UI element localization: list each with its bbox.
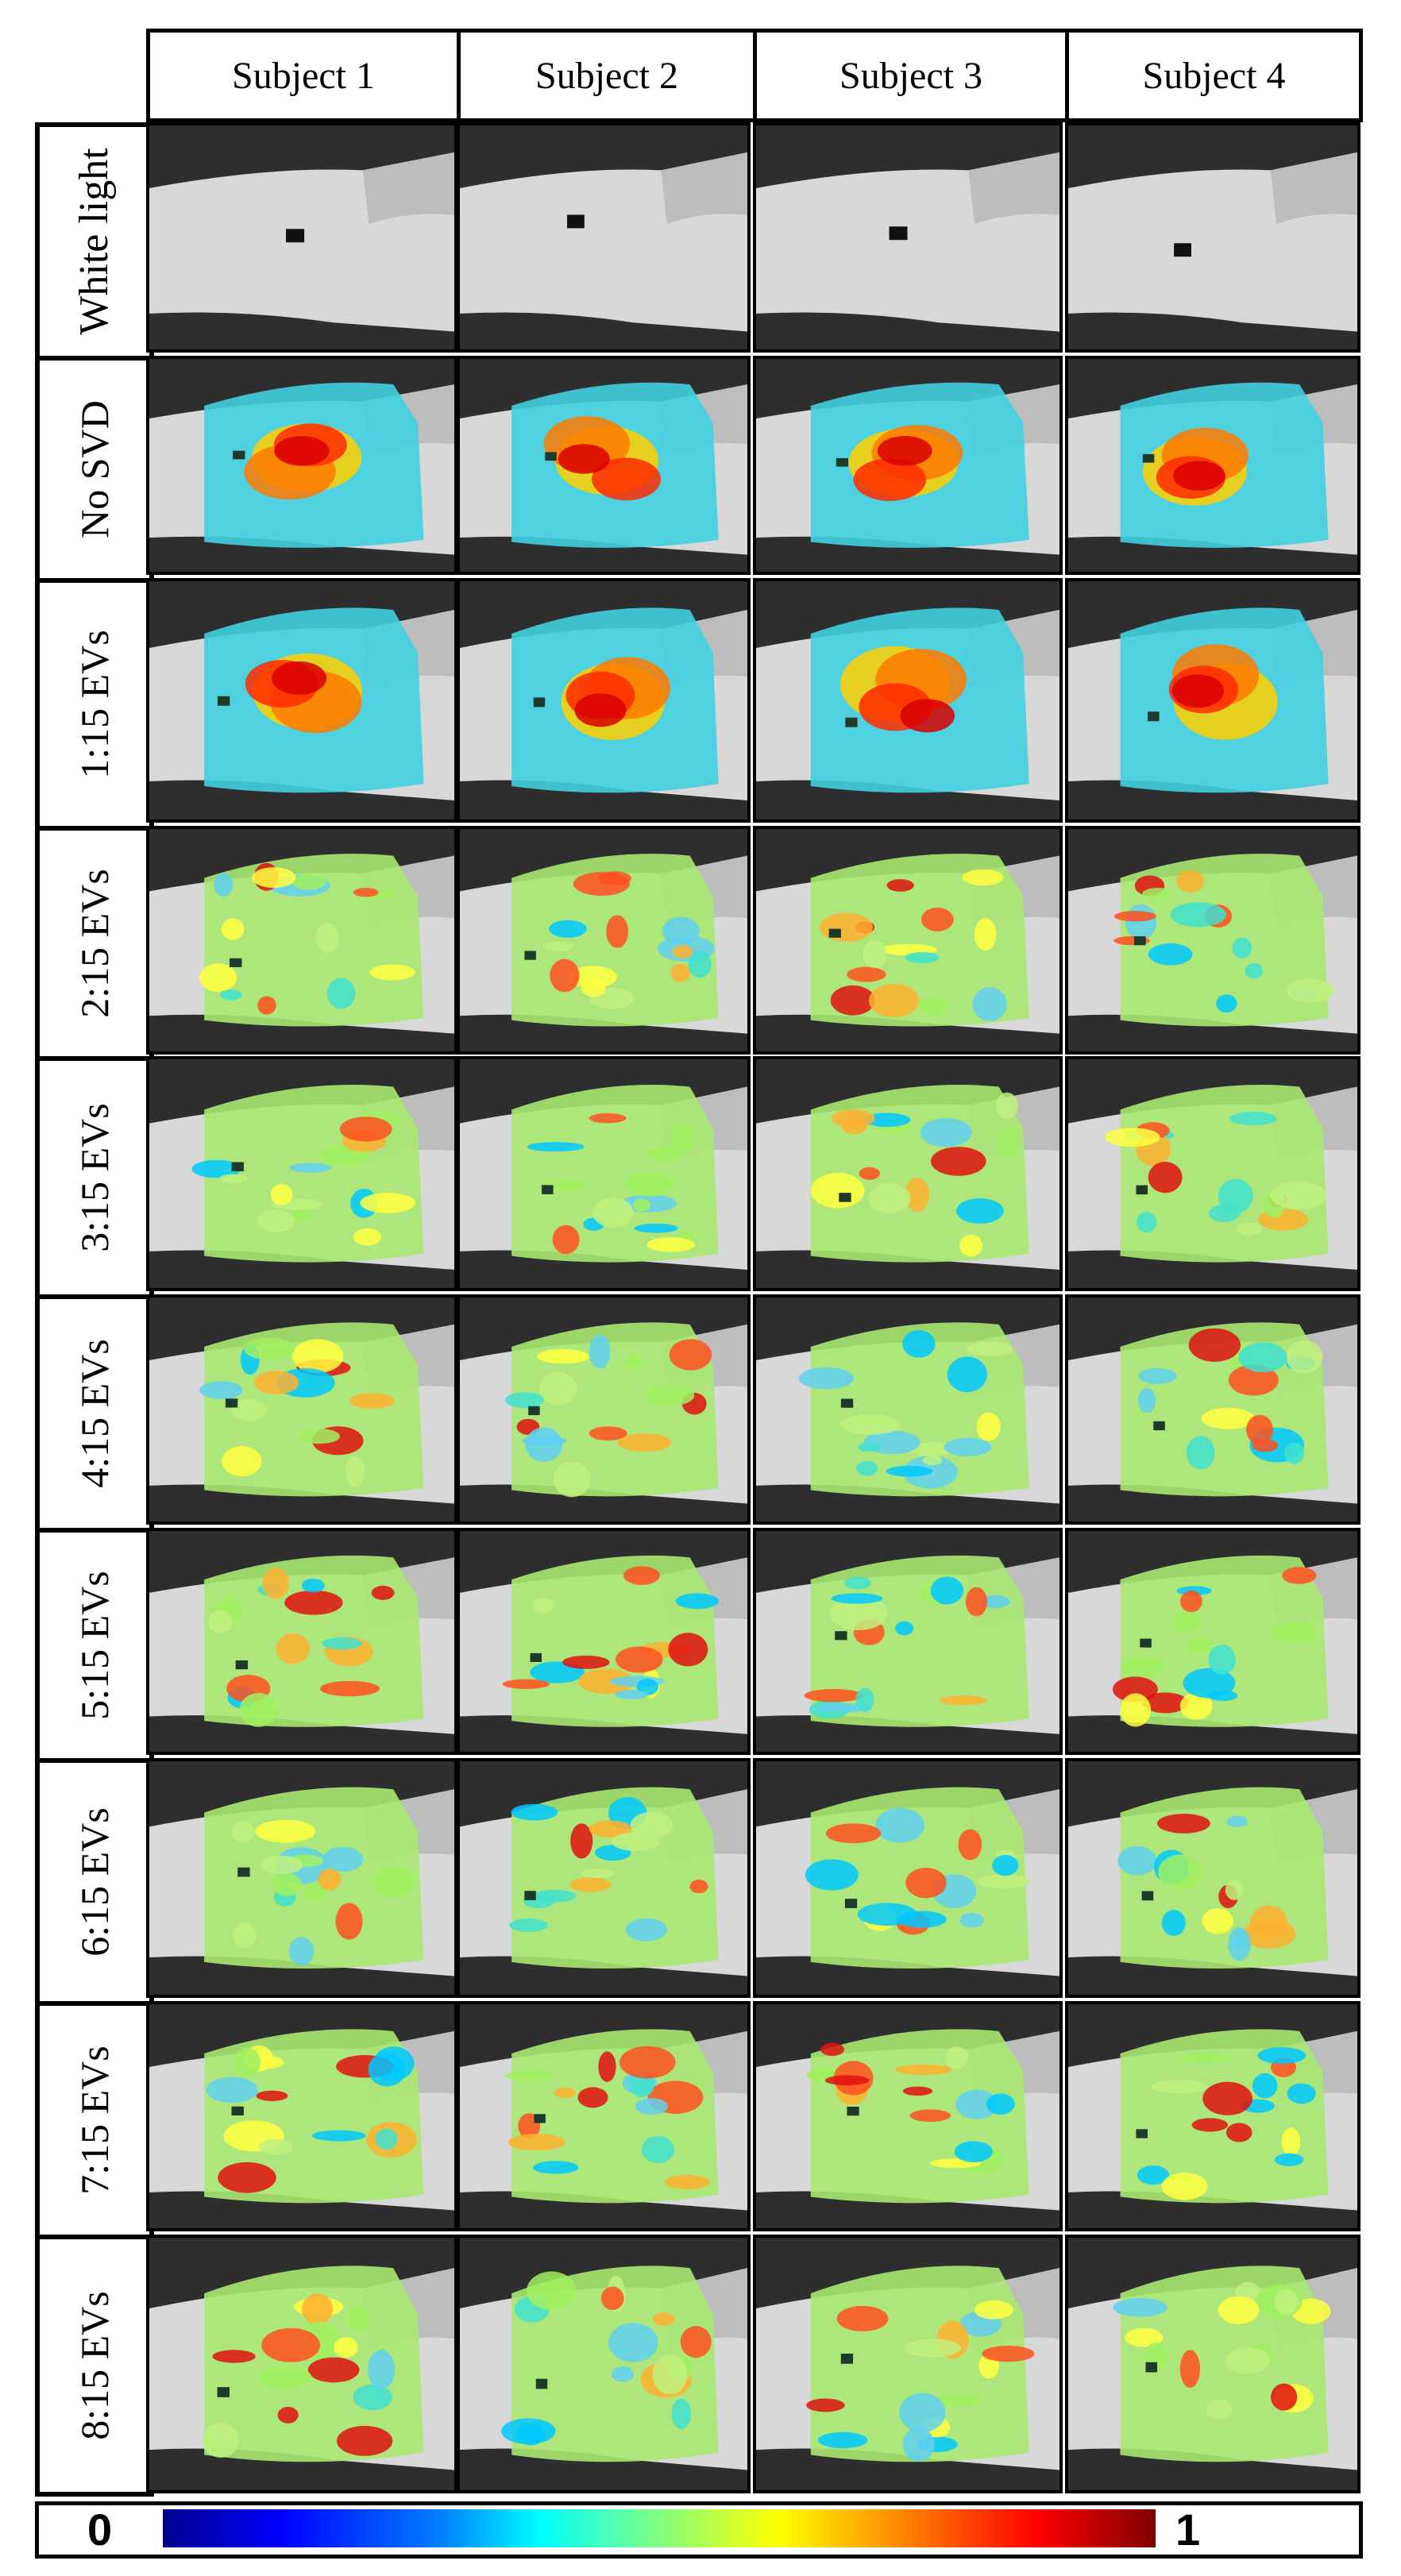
image-tile-r9-c2 [457, 2001, 751, 2231]
row-label-2-15-evs: 2:15 EVs [35, 826, 154, 1061]
image-tile-r1-c3 [753, 122, 1063, 353]
row-label-7-15-evs: 7:15 EVs [35, 2001, 154, 2239]
image-tile-r2-c2 [457, 356, 751, 575]
image-tile-r3-c1 [146, 578, 457, 823]
image-tile-r1-c2 [457, 122, 751, 353]
image-tile-r10-c1 [146, 2235, 457, 2493]
image-tile-r4-c1 [146, 826, 457, 1055]
image-tile-r8-c4 [1065, 1758, 1360, 1998]
image-tile-r3-c3 [753, 578, 1063, 823]
image-tile-r5-c1 [146, 1056, 457, 1291]
image-tile-r6-c4 [1065, 1294, 1360, 1525]
image-tile-r1-c1 [146, 122, 457, 353]
image-tile-r7-c1 [146, 1528, 457, 1755]
image-tile-r10-c3 [753, 2235, 1063, 2493]
row-label-3-15-evs: 3:15 EVs [35, 1056, 154, 1299]
image-tile-r7-c4 [1065, 1528, 1360, 1755]
image-tile-r3-c2 [457, 578, 751, 823]
image-tile-r1-c4 [1065, 122, 1360, 353]
image-tile-r8-c1 [146, 1758, 457, 1998]
row-label-1-15-evs: 1:15 EVs [35, 578, 154, 831]
image-tile-r4-c2 [457, 826, 751, 1055]
image-tile-r4-c4 [1065, 826, 1360, 1055]
image-tile-r6-c1 [146, 1294, 457, 1525]
image-tile-r6-c2 [457, 1294, 751, 1525]
image-tile-r7-c2 [457, 1528, 751, 1755]
row-label-white-light: White light [35, 122, 154, 361]
image-tile-r3-c4 [1065, 578, 1360, 823]
image-tile-r9-c1 [146, 2001, 457, 2231]
column-header-subject-2: Subject 2 [457, 29, 757, 122]
column-header-subject-1: Subject 1 [146, 29, 461, 122]
colorbar-min-label: 0 [87, 2505, 113, 2555]
image-tile-r8-c2 [457, 1758, 751, 1998]
image-tile-r6-c3 [753, 1294, 1063, 1525]
image-tile-r5-c4 [1065, 1056, 1360, 1291]
image-tile-r2-c4 [1065, 356, 1360, 575]
image-tile-r9-c3 [753, 2001, 1063, 2231]
image-tile-r5-c3 [753, 1056, 1063, 1291]
column-header-subject-4: Subject 4 [1065, 29, 1363, 122]
image-tile-r10-c2 [457, 2235, 751, 2493]
row-label-no-svd: No SVD [35, 356, 154, 583]
colorbar [163, 2509, 1156, 2547]
image-tile-r9-c4 [1065, 2001, 1360, 2231]
row-label-4-15-evs: 4:15 EVs [35, 1294, 154, 1533]
row-label-6-15-evs: 6:15 EVs [35, 1758, 154, 2006]
image-tile-r10-c4 [1065, 2235, 1360, 2493]
image-tile-r5-c2 [457, 1056, 751, 1291]
image-tile-r7-c3 [753, 1528, 1063, 1755]
image-tile-r4-c3 [753, 826, 1063, 1055]
colorbar-max-label: 1 [1175, 2505, 1201, 2555]
row-label-8-15-evs: 8:15 EVs [35, 2235, 154, 2497]
row-label-5-15-evs: 5:15 EVs [35, 1528, 154, 1763]
image-tile-r8-c3 [753, 1758, 1063, 1998]
image-tile-r2-c1 [146, 356, 457, 575]
image-tile-r2-c3 [753, 356, 1063, 575]
column-header-subject-3: Subject 3 [753, 29, 1069, 122]
